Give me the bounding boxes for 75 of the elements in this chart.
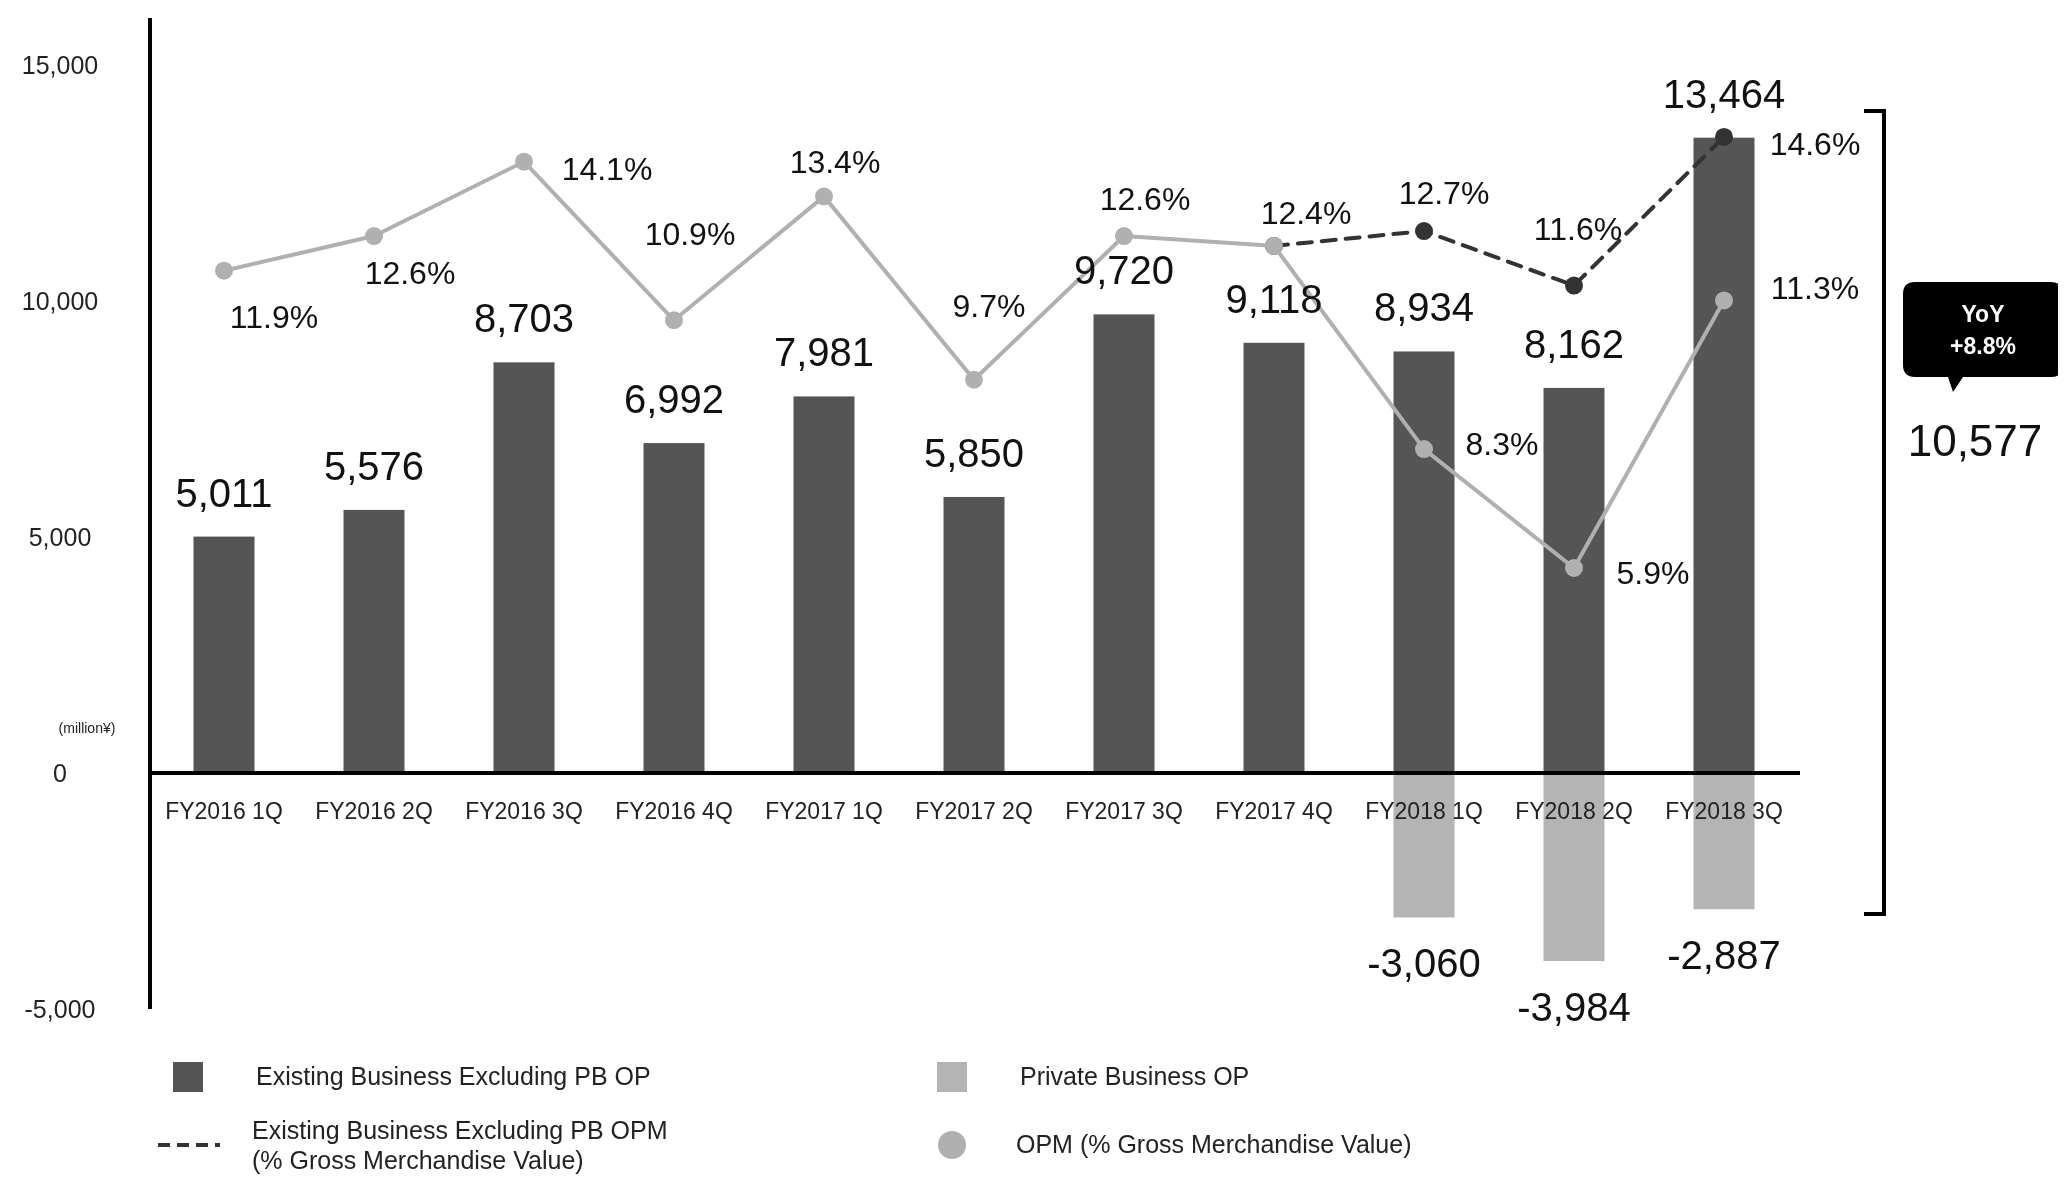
point — [215, 261, 233, 280]
x-tick-label: FY2018 2Q — [1515, 798, 1633, 825]
y-tick-label: 10,000 — [21, 287, 99, 316]
point — [1565, 276, 1583, 295]
x-tick-label: FY2018 1Q — [1365, 798, 1483, 825]
data-label: 12.7% — [1398, 175, 1490, 212]
data-label: 12.6% — [1099, 181, 1191, 218]
x-tick-label: FY2016 2Q — [315, 798, 433, 825]
x-tick-label: FY2016 3Q — [465, 798, 583, 825]
point — [665, 311, 683, 330]
data-label: 8,162 — [1523, 321, 1625, 366]
data-label: 11.9% — [229, 298, 319, 335]
data-label: 5.9% — [1616, 555, 1690, 592]
data-label: 12.6% — [364, 255, 456, 292]
y-tick-label: 5,000 — [28, 523, 92, 552]
data-label: 9.7% — [952, 287, 1026, 324]
data-label: 8.3% — [1465, 426, 1539, 463]
bar — [193, 536, 255, 774]
data-label: 10.9% — [644, 216, 736, 253]
point — [1115, 227, 1133, 246]
bar — [1093, 314, 1155, 774]
data-label: 14.6% — [1769, 125, 1861, 162]
legend-label: Existing Business Excluding PB OP — [256, 1062, 651, 1090]
data-label: 8,703 — [473, 296, 575, 341]
bar — [1393, 351, 1455, 774]
bar — [1693, 137, 1755, 774]
point — [965, 370, 983, 389]
point — [1565, 559, 1583, 578]
point — [1715, 127, 1733, 146]
data-label: 5,850 — [923, 430, 1025, 475]
speech-bubble: YoY +8.8% — [1903, 282, 2058, 392]
x-tick-label: FY2016 1Q — [165, 798, 283, 825]
data-label: 13.4% — [789, 144, 881, 181]
bar — [1243, 342, 1305, 774]
x-tick-label: FY2017 3Q — [1065, 798, 1183, 825]
text: 10,577 — [1907, 415, 2043, 465]
point — [1715, 291, 1733, 310]
data-label: 13,464 — [1662, 71, 1786, 116]
point — [1415, 222, 1433, 241]
bar — [343, 509, 405, 774]
legend-label: Existing Business Excluding PB OPM (% Gross Merchandise Value) — [252, 1116, 668, 1174]
legend-label: Private Business OP — [1020, 1062, 1250, 1090]
data-label: -3,060 — [1367, 941, 1481, 986]
data-label: 9,118 — [1225, 276, 1323, 321]
point — [365, 227, 383, 246]
data-label: 9,720 — [1073, 248, 1175, 293]
x-tick-label: FY2018 3Q — [1665, 798, 1783, 825]
bar — [943, 496, 1005, 774]
x-tick-label: FY2016 4Q — [615, 798, 733, 825]
point — [1415, 440, 1433, 459]
x-tick-label: FY2017 2Q — [915, 798, 1033, 825]
data-label: 5,576 — [323, 443, 425, 488]
bar — [793, 396, 855, 774]
y-axis-title: (million¥) — [58, 720, 116, 736]
data-label: -2,887 — [1667, 933, 1781, 978]
x-tick-label: FY2017 4Q — [1215, 798, 1333, 825]
y-tick-label: 0 — [53, 759, 67, 788]
data-label: 7,981 — [773, 330, 875, 375]
bar — [493, 362, 555, 774]
data-label: 12.4% — [1260, 194, 1352, 231]
x-tick-label: FY2017 1Q — [765, 798, 883, 825]
data-label: 6,992 — [623, 377, 725, 422]
y-tick-label: -5,000 — [24, 995, 96, 1023]
data-label: -3,984 — [1517, 985, 1631, 1030]
legend-label: OPM (% Gross Merchandise Value) — [1016, 1130, 1412, 1158]
point — [815, 187, 833, 206]
data-label: 11.3% — [1770, 270, 1860, 307]
data-label: 8,934 — [1373, 285, 1475, 330]
data-label: 14.1% — [561, 150, 653, 187]
bar — [643, 443, 705, 774]
data-label: 11.6% — [1533, 210, 1623, 247]
bar — [1543, 387, 1605, 774]
point — [515, 152, 533, 171]
y-tick-label: 15,000 — [21, 51, 99, 80]
data-label: 5,011 — [175, 470, 273, 515]
